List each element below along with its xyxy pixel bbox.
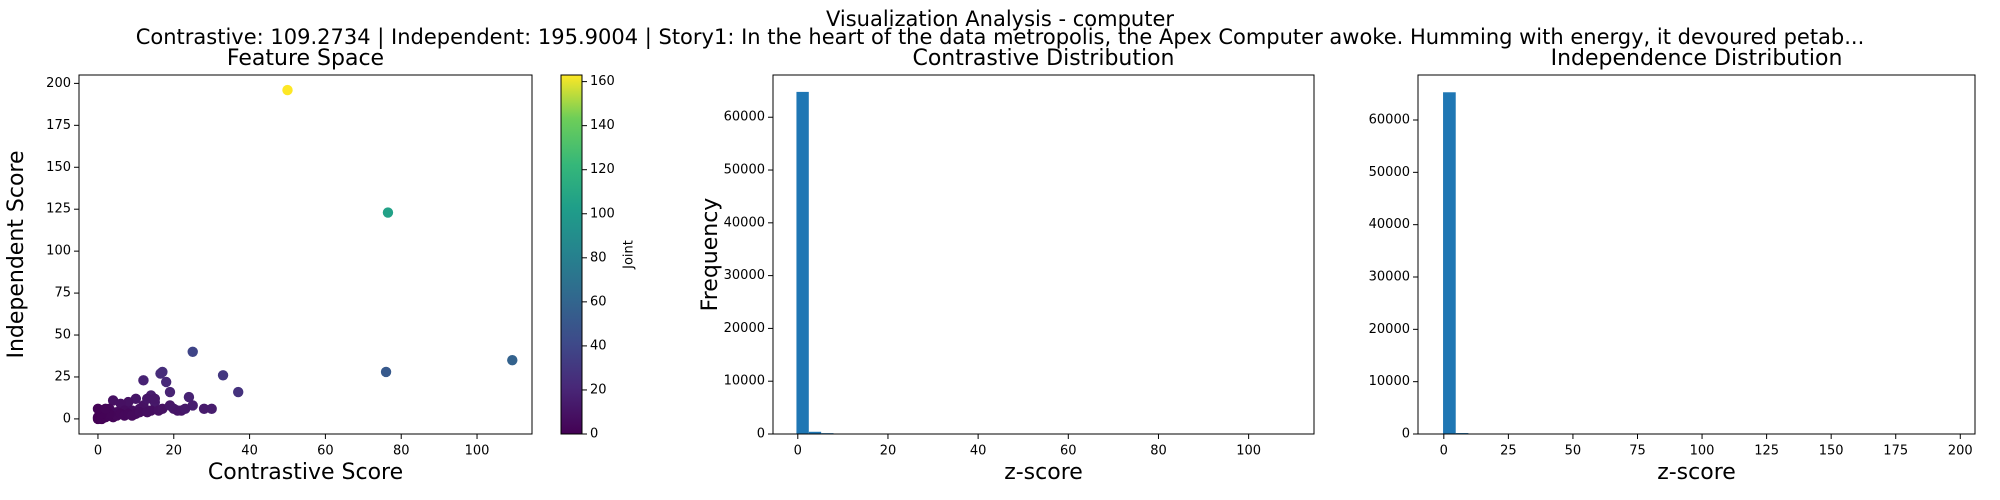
x-tick-label: 175	[1883, 444, 1908, 459]
y-tick-label: 175	[46, 118, 71, 133]
y-axis-label: Frequency	[698, 198, 723, 312]
x-axis-label: Contrastive Score	[208, 460, 403, 485]
y-tick-label: 30000	[1369, 270, 1410, 285]
x-tick-label: 100	[465, 444, 490, 459]
y-tick-label: 200	[46, 76, 71, 91]
point	[164, 386, 176, 398]
x-tick-label: 0	[94, 444, 102, 459]
point	[160, 376, 172, 388]
point	[142, 393, 153, 404]
point	[155, 368, 166, 379]
point	[206, 403, 217, 415]
x-tick-label: 0	[1440, 444, 1448, 459]
y-tick-label: 75	[54, 286, 71, 301]
x-axis-label: z-score	[1657, 460, 1736, 485]
x-tick-label: 20	[880, 444, 897, 459]
axes-frame	[1417, 74, 1976, 435]
y-axis-label: Independent Score	[4, 150, 29, 358]
colorbar-tick-label: 120	[590, 162, 615, 177]
x-tick-label: 0	[794, 444, 802, 459]
y-tick-label: 40000	[1369, 217, 1410, 232]
y-tick-label: 50	[54, 328, 71, 343]
y-tick-label: 10000	[724, 374, 765, 389]
y-tick-label: 125	[46, 202, 71, 217]
colorbar-tick-label: 140	[590, 118, 615, 133]
point	[217, 370, 229, 381]
point	[282, 84, 293, 96]
point	[138, 375, 149, 386]
axes-title: Independence Distribution	[1551, 46, 1843, 71]
colorbar-tick-label: 20	[590, 382, 607, 397]
axes-frame	[78, 74, 533, 435]
axes-frame	[772, 74, 1315, 435]
figure-title: Visualization Analysis - computer	[826, 7, 1174, 31]
x-tick-label: 20	[165, 444, 182, 459]
x-tick-label: 80	[393, 444, 410, 459]
y-tick-label: 25	[54, 369, 71, 384]
point	[382, 207, 394, 218]
y-tick-label: 0	[63, 411, 71, 426]
colorbar-tick-label: 100	[590, 206, 615, 221]
bar	[808, 431, 822, 434]
y-tick-label: 20000	[1369, 322, 1410, 337]
x-tick-label: 125	[1754, 444, 1779, 459]
x-tick-label: 40	[970, 444, 987, 459]
y-tick-label: 0	[757, 427, 765, 442]
axes-title: Feature Space	[227, 46, 384, 71]
x-tick-label: 50	[1565, 444, 1582, 459]
point	[179, 403, 191, 415]
point	[92, 403, 104, 415]
point	[107, 395, 119, 406]
colorbar-tick-label: 0	[590, 427, 598, 442]
colorbar-label: Joint	[622, 240, 637, 270]
y-tick-label: 60000	[724, 110, 765, 125]
colorbar-tick-label: 160	[590, 74, 615, 89]
point	[183, 391, 195, 403]
x-axis-label: z-score	[1004, 460, 1083, 485]
x-tick-label: 80	[1150, 444, 1167, 459]
colorbar-tick-label: 80	[590, 250, 607, 265]
x-tick-label: 40	[241, 444, 258, 459]
point	[100, 403, 111, 415]
y-tick-label: 50000	[724, 163, 765, 178]
y-tick-label: 150	[46, 160, 71, 175]
colorbar-tick-label: 40	[590, 338, 607, 353]
y-tick-label: 40000	[724, 215, 765, 230]
point	[198, 403, 210, 415]
y-tick-label: 30000	[724, 268, 765, 283]
x-tick-label: 60	[317, 444, 334, 459]
point	[507, 354, 518, 366]
y-tick-label: 50000	[1369, 165, 1410, 180]
colorbar-tick-label: 60	[590, 294, 607, 309]
x-tick-label: 25	[1500, 444, 1517, 459]
point	[145, 405, 157, 416]
y-tick-label: 20000	[724, 321, 765, 336]
point	[149, 393, 161, 404]
point	[233, 386, 244, 398]
point	[187, 346, 198, 357]
colorbar	[560, 74, 583, 435]
x-tick-label: 75	[1629, 444, 1646, 459]
x-tick-label: 100	[1236, 444, 1261, 459]
point	[134, 406, 145, 418]
y-tick-label: 100	[46, 244, 71, 259]
x-tick-label: 60	[1060, 444, 1077, 459]
point	[380, 366, 392, 378]
y-tick-label: 60000	[1369, 113, 1410, 128]
axes-title: Contrastive Distribution	[912, 46, 1174, 71]
figure-subtitle: Contrastive: 109.2734 | Independent: 195…	[136, 25, 1865, 50]
point	[164, 400, 176, 411]
x-tick-label: 150	[1819, 444, 1844, 459]
bar	[796, 91, 809, 435]
y-tick-label: 10000	[1369, 374, 1410, 389]
y-tick-label: 0	[1402, 427, 1410, 442]
bar	[1443, 92, 1456, 434]
x-tick-label: 200	[1948, 444, 1973, 459]
x-tick-label: 100	[1690, 444, 1715, 459]
